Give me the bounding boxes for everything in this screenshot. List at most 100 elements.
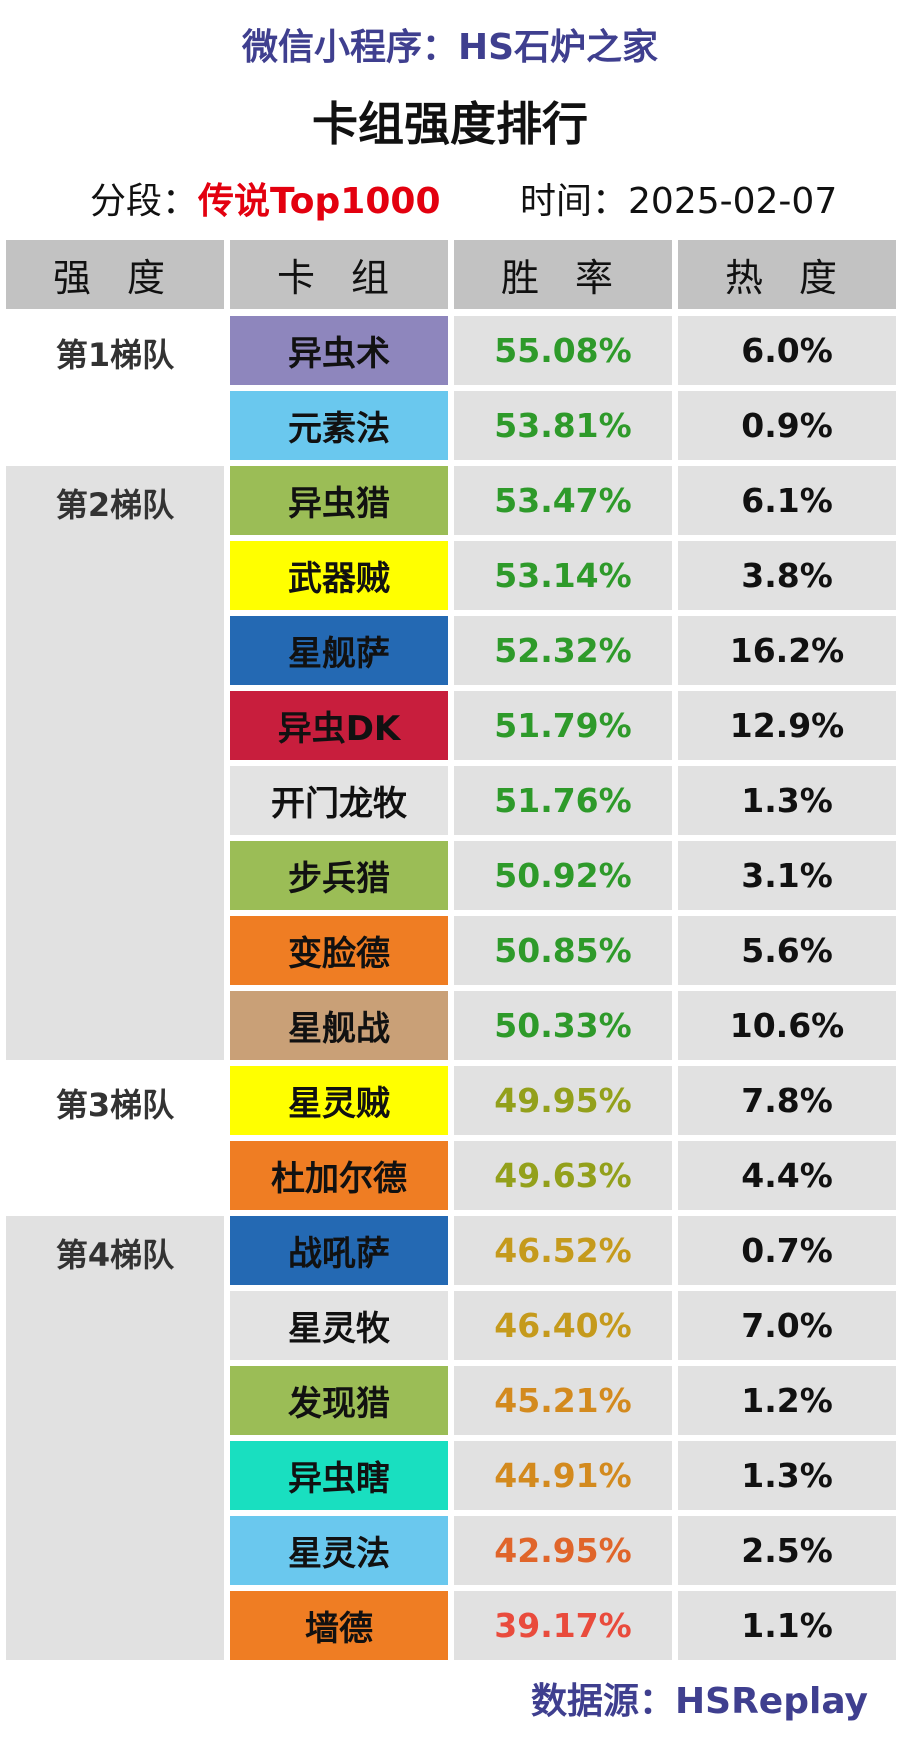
- winrate-value: 53.14%: [494, 556, 632, 595]
- header-winrate: 胜 率: [454, 240, 672, 309]
- winrate-cell-background: [454, 1516, 672, 1585]
- popularity-value: 10.6%: [729, 1006, 845, 1045]
- popularity-value: 3.1%: [741, 856, 833, 895]
- popularity-value: 3.8%: [741, 556, 833, 595]
- deck-name: 杜加尔德: [230, 1141, 448, 1210]
- winrate-cell-background: [454, 1141, 672, 1210]
- deck-name: 战吼萨: [230, 1216, 448, 1285]
- tier-label: 第1梯队: [55, 336, 175, 374]
- deck-name: 异虫瞎: [230, 1441, 448, 1510]
- popularity-cell-background: [678, 541, 896, 610]
- popularity-value: 16.2%: [729, 631, 845, 670]
- popularity-value: 4.4%: [741, 1156, 833, 1195]
- popularity-value: 2.5%: [741, 1531, 833, 1570]
- popularity-cell-background: [678, 391, 896, 460]
- winrate-value: 52.32%: [494, 631, 632, 670]
- mini-program-subtitle: 微信小程序：HS石炉之家: [241, 27, 659, 68]
- popularity-cell-background: [678, 316, 896, 385]
- popularity-cell-background: [678, 1066, 896, 1135]
- popularity-cell-background: [678, 616, 896, 685]
- popularity-cell-background: [678, 1516, 896, 1585]
- popularity-value: 12.9%: [729, 706, 845, 745]
- winrate-value: 53.81%: [494, 406, 632, 445]
- time-label: 时间：: [520, 181, 629, 222]
- winrate-cell-background: [454, 316, 672, 385]
- winrate-value: 46.40%: [494, 1306, 632, 1345]
- winrate-cell-background: [454, 916, 672, 985]
- popularity-cell-background: [678, 466, 896, 535]
- winrate-cell-background: [454, 991, 672, 1060]
- popularity-value: 7.8%: [741, 1081, 833, 1120]
- popularity-value: 1.3%: [741, 1456, 833, 1495]
- deck-name: 元素法: [230, 391, 448, 460]
- winrate-cell-background: [454, 1216, 672, 1285]
- popularity-cell-background: [678, 841, 896, 910]
- rank-label: 分段：: [90, 181, 199, 222]
- popularity-cell-background: [678, 916, 896, 985]
- popularity-value: 0.9%: [741, 406, 833, 445]
- popularity-value: 5.6%: [741, 931, 833, 970]
- tier-label: 第2梯队: [55, 486, 175, 524]
- winrate-value: 53.47%: [494, 481, 632, 520]
- deck-name: 星灵法: [230, 1516, 448, 1585]
- data-source: 数据源：HSReplay: [531, 1681, 868, 1722]
- winrate-cell-background: [454, 1441, 672, 1510]
- deck-name: 星舰战: [230, 991, 448, 1060]
- header-popularity: 热 度: [678, 240, 896, 309]
- tier-label: 第3梯队: [55, 1086, 175, 1124]
- tier-background: [6, 1216, 224, 1660]
- winrate-value: 55.08%: [494, 331, 632, 370]
- winrate-value: 50.85%: [494, 931, 632, 970]
- popularity-value: 7.0%: [741, 1306, 833, 1345]
- deck-name: 发现猎: [230, 1366, 448, 1435]
- deck-name: 异虫猎: [230, 466, 448, 535]
- winrate-value: 51.76%: [494, 781, 632, 820]
- popularity-value: 1.3%: [741, 781, 833, 820]
- popularity-value: 1.2%: [741, 1381, 833, 1420]
- winrate-value: 39.17%: [494, 1606, 632, 1645]
- popularity-cell-background: [678, 1216, 896, 1285]
- winrate-cell-background: [454, 841, 672, 910]
- winrate-cell-background: [454, 1366, 672, 1435]
- popularity-cell-background: [678, 1366, 896, 1435]
- deck-name: 星灵牧: [230, 1291, 448, 1360]
- tier-label: 第4梯队: [55, 1236, 175, 1274]
- time-value: 2025-02-07: [628, 181, 838, 222]
- popularity-cell-background: [678, 1291, 896, 1360]
- winrate-value: 49.95%: [494, 1081, 632, 1120]
- popularity-value: 6.1%: [741, 481, 833, 520]
- winrate-cell-background: [454, 766, 672, 835]
- tier-background: [6, 466, 224, 1060]
- winrate-cell-background: [454, 466, 672, 535]
- popularity-value: 0.7%: [741, 1231, 833, 1270]
- winrate-cell-background: [454, 691, 672, 760]
- winrate-cell-background: [454, 616, 672, 685]
- popularity-cell-background: [678, 1591, 896, 1660]
- deck-name: 异虫术: [230, 316, 448, 385]
- winrate-value: 50.33%: [494, 1006, 632, 1045]
- winrate-cell-background: [454, 391, 672, 460]
- deck-name: 墙德: [230, 1591, 448, 1660]
- winrate-value: 49.63%: [494, 1156, 632, 1195]
- winrate-value: 45.21%: [494, 1381, 632, 1420]
- popularity-cell-background: [678, 691, 896, 760]
- winrate-value: 44.91%: [494, 1456, 632, 1495]
- winrate-value: 50.92%: [494, 856, 632, 895]
- popularity-cell-background: [678, 991, 896, 1060]
- winrate-value: 46.52%: [494, 1231, 632, 1270]
- winrate-cell-background: [454, 1066, 672, 1135]
- deck-name: 星舰萨: [230, 616, 448, 685]
- winrate-value: 42.95%: [494, 1531, 632, 1570]
- winrate-cell-background: [454, 1291, 672, 1360]
- winrate-value: 51.79%: [494, 706, 632, 745]
- header-deck: 卡 组: [230, 240, 448, 309]
- winrate-cell-background: [454, 541, 672, 610]
- popularity-cell-background: [678, 1141, 896, 1210]
- deck-name: 星灵贼: [230, 1066, 448, 1135]
- deck-name: 步兵猎: [230, 841, 448, 910]
- popularity-value: 6.0%: [741, 331, 833, 370]
- update-time: 时间：2025-02-07: [520, 172, 838, 222]
- popularity-value: 1.1%: [741, 1606, 833, 1645]
- popularity-cell-background: [678, 766, 896, 835]
- deck-name: 异虫DK: [230, 691, 448, 760]
